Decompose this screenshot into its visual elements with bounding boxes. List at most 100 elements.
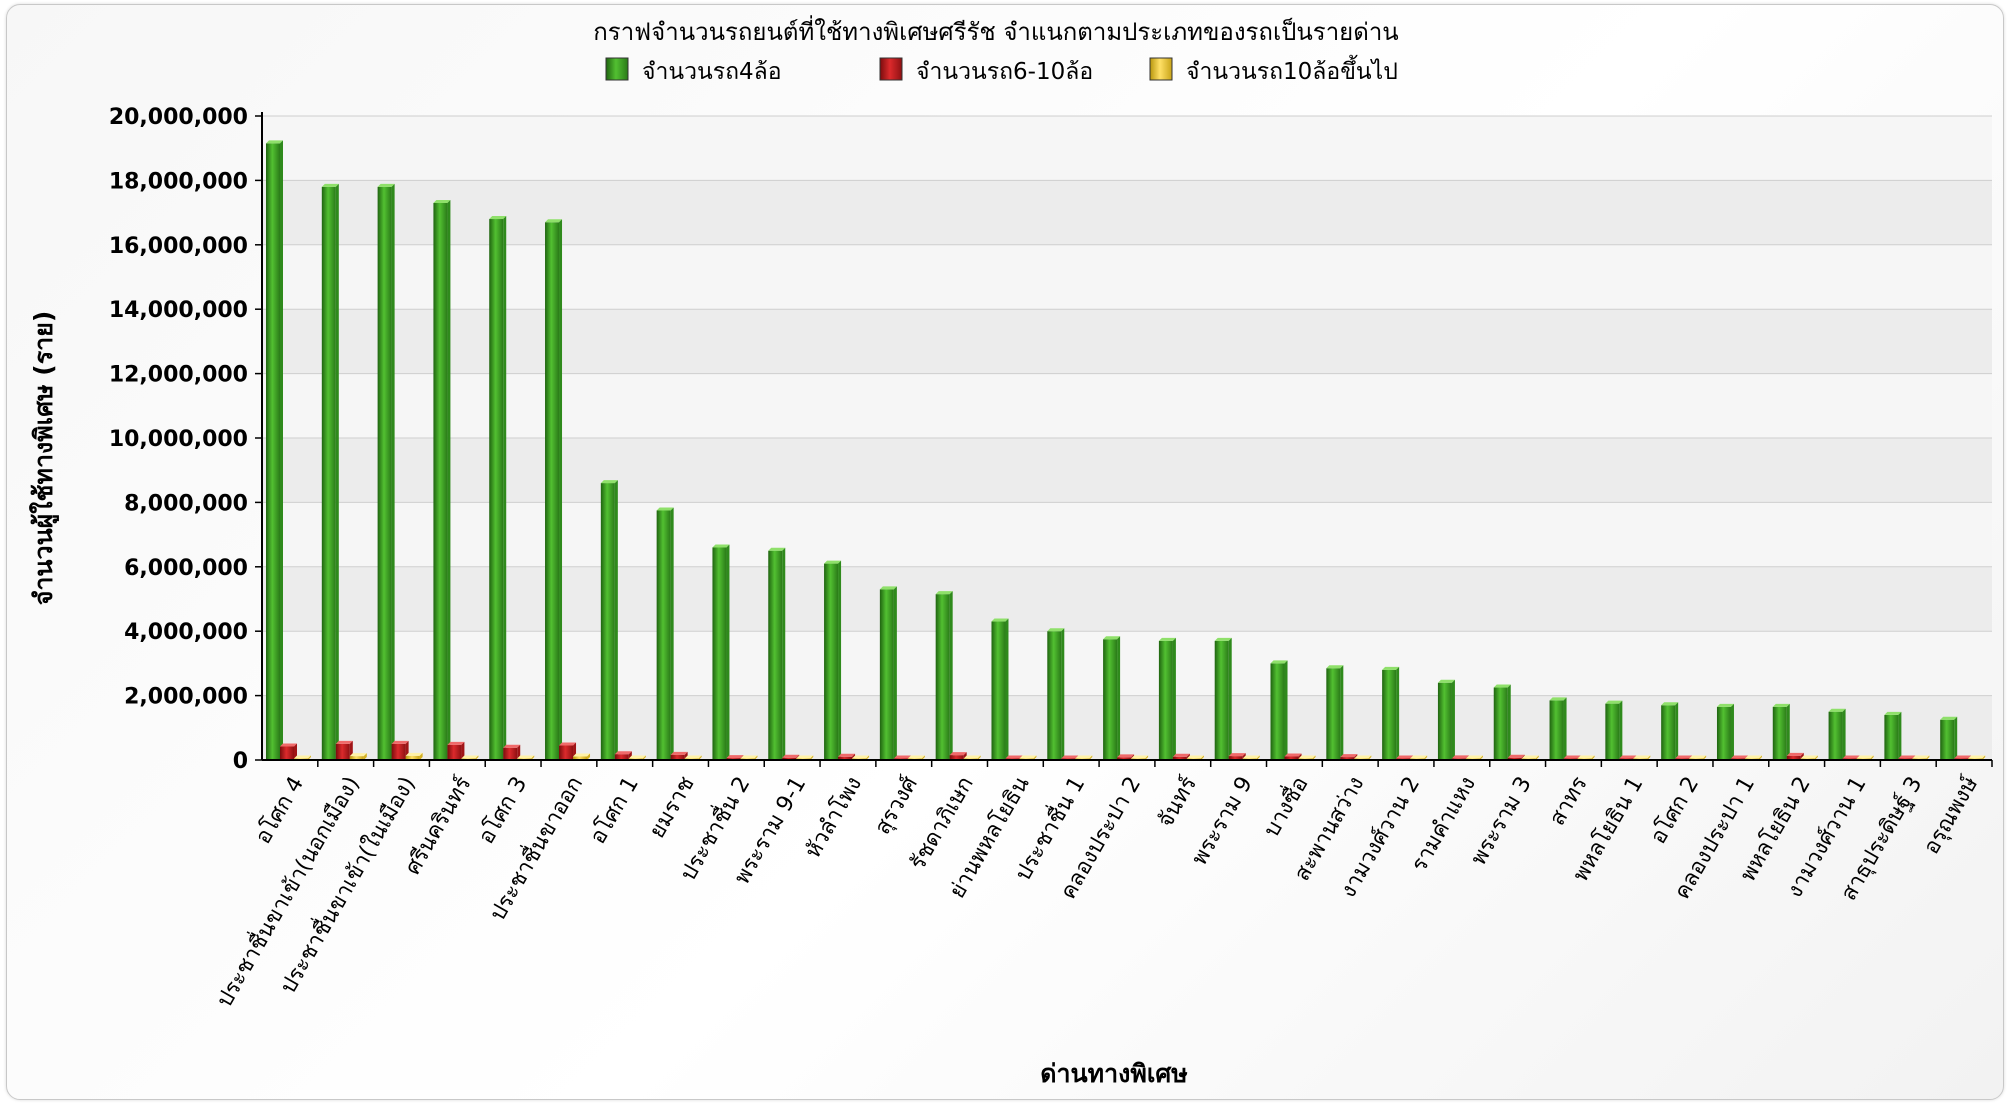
bar-side <box>1507 684 1511 760</box>
bar-top <box>1131 755 1149 759</box>
bar-side <box>1926 755 1930 760</box>
bar-top <box>1186 755 1204 759</box>
bar-side <box>1005 618 1009 760</box>
bar-side <box>1200 755 1204 760</box>
bar-side <box>1145 755 1149 760</box>
legend-label: จำนวนรถ4ล้อ <box>642 59 782 85</box>
bar-0-15 <box>1103 636 1121 760</box>
bar-0-7 <box>656 507 674 760</box>
grid-band <box>262 502 1992 567</box>
bar-side <box>754 755 758 760</box>
bar-side <box>587 753 591 760</box>
bar-0-8 <box>712 544 730 760</box>
bar-side <box>335 183 339 761</box>
bar-side <box>294 743 297 760</box>
bar-top <box>656 507 674 511</box>
bar-top <box>489 216 507 220</box>
bar-2-1 <box>349 753 367 760</box>
bar-top <box>1563 755 1581 759</box>
bar-top <box>1270 660 1288 664</box>
bar-top <box>280 743 297 747</box>
x-tick-label: จันทร์ <box>1153 772 1202 832</box>
bar-0-13 <box>991 618 1009 760</box>
bar-side <box>1424 755 1428 760</box>
bar-top <box>266 140 283 144</box>
bar-top <box>628 755 646 759</box>
bar-top <box>1744 755 1762 759</box>
bar-top <box>1507 754 1525 758</box>
bar-side <box>1758 755 1762 760</box>
bar-body <box>391 743 406 760</box>
bar-side <box>1368 755 1372 760</box>
bar-body <box>1117 757 1132 760</box>
grid-band <box>262 438 1992 503</box>
bar-top <box>1284 753 1302 757</box>
bar-body <box>433 202 448 760</box>
legend-swatch <box>879 57 903 81</box>
bar-top <box>1103 636 1121 640</box>
y-tick-label: 0 <box>233 749 248 774</box>
bar-side <box>921 755 925 760</box>
bar-0-29 <box>1884 711 1902 760</box>
bar-0-28 <box>1828 708 1846 760</box>
bar-body <box>1340 757 1355 760</box>
y-tick-label: 12,000,000 <box>109 363 248 388</box>
y-tick-label: 4,000,000 <box>124 620 248 645</box>
bar-top <box>433 199 451 203</box>
legend-label: จำนวนรถ6-10ล้อ <box>916 59 1093 85</box>
bar-0-26 <box>1716 703 1734 760</box>
bar-side <box>1591 755 1595 760</box>
x-tick-label: อโศก 1 <box>585 772 644 848</box>
bar-side <box>517 744 521 760</box>
bar-side <box>1256 755 1260 760</box>
legend-item-1: จำนวนรถ6-10ล้อ <box>879 57 1093 85</box>
bar-side <box>1033 755 1037 760</box>
bar-side <box>419 752 423 760</box>
bar-side <box>1535 755 1539 760</box>
y-tick-label: 14,000,000 <box>109 298 248 323</box>
bar-body <box>503 747 518 760</box>
grid-band <box>262 180 1992 245</box>
bar-0-14 <box>1047 628 1065 760</box>
bar-top <box>1716 703 1734 707</box>
bar-side <box>1619 700 1623 760</box>
bar-body <box>1940 719 1955 760</box>
bar-top <box>1172 753 1190 757</box>
bar-body <box>1549 700 1564 760</box>
bar-top <box>768 547 786 551</box>
x-tick-label: อโศก 4 <box>250 772 309 848</box>
bar-top <box>1437 679 1455 683</box>
bar-top <box>1772 703 1790 707</box>
bar-body <box>405 755 420 760</box>
bar-top <box>503 744 521 748</box>
y-tick-label: 18,000,000 <box>109 169 248 194</box>
y-tick-label: 8,000,000 <box>124 491 248 516</box>
bar-body <box>1103 639 1118 760</box>
bar-side <box>1870 755 1874 760</box>
bar-body <box>991 621 1006 760</box>
bar-top <box>1075 755 1093 759</box>
bar-top <box>1633 755 1651 759</box>
bar-1-4 <box>503 744 521 760</box>
bar-top <box>294 755 311 759</box>
bar-1-2 <box>391 740 409 760</box>
bar-side <box>670 507 674 760</box>
bar-top <box>1298 755 1316 759</box>
bar-side <box>1479 755 1483 760</box>
bar-side <box>1563 697 1567 760</box>
bar-top <box>1465 755 1483 759</box>
bar-body <box>670 754 685 760</box>
bar-top <box>1912 755 1930 759</box>
bar-side <box>280 140 283 760</box>
bar-side <box>893 586 897 760</box>
bar-0-18 <box>1270 660 1288 760</box>
bar-body <box>349 756 364 760</box>
bar-body <box>1270 663 1285 760</box>
chart-title: กราฟจำนวนรถยนต์ที่ใช้ทางพิเศษศรีรัช จำแน… <box>593 15 1398 46</box>
bar-side <box>1061 628 1065 760</box>
bar-body <box>1884 714 1899 760</box>
bar-top <box>684 755 702 759</box>
bar-side <box>447 199 451 760</box>
bar-side <box>642 755 646 760</box>
bar-body <box>280 746 294 760</box>
